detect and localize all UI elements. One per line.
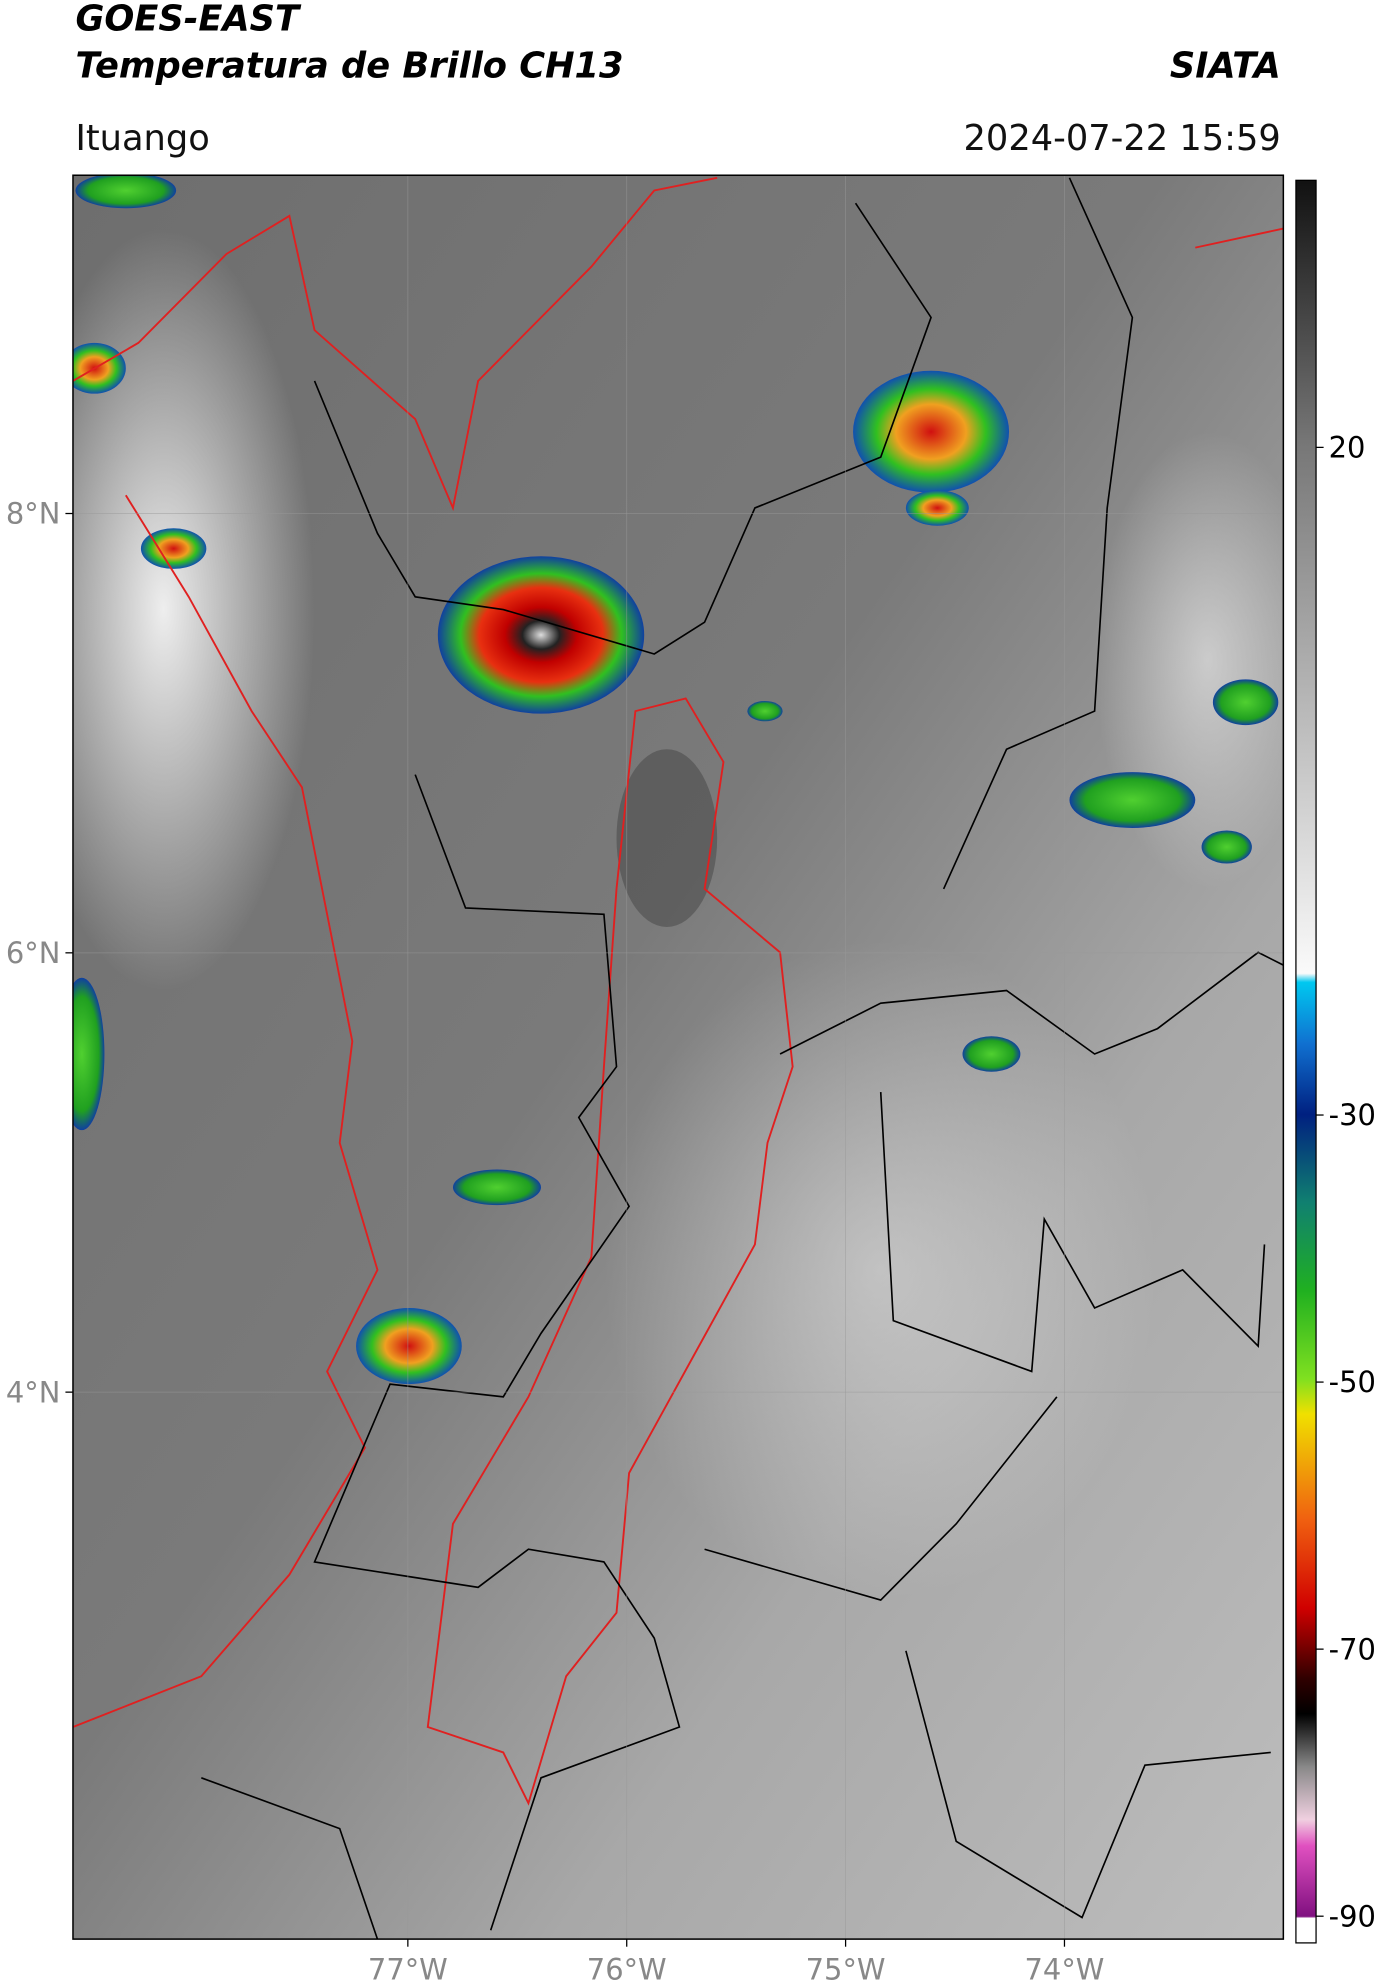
title-line: Temperatura de Brillo CH13 (75, 45, 623, 86)
y-tick-label: 8°N (6, 497, 61, 531)
y-tick-label: 6°N (6, 936, 61, 970)
y-tick-label: 4°N (6, 1375, 61, 1409)
colorbar-label: 20 (1329, 430, 1366, 464)
colorbar (1295, 179, 1317, 1944)
timestamp: 2024-07-22 15:59 (964, 118, 1281, 159)
title-line: GOES-EAST (75, 0, 301, 40)
colorbar-label: -30 (1329, 1098, 1376, 1132)
x-tick-label: 74°W (1025, 1953, 1105, 1981)
x-tick-label: 75°W (806, 1953, 886, 1981)
location: Ituango (75, 118, 209, 159)
map-image (72, 175, 1284, 1940)
x-tick-label: 77°W (368, 1953, 448, 1981)
map-frame (72, 174, 1285, 1940)
colorbar-label: -90 (1329, 1899, 1376, 1933)
grid (72, 175, 1284, 1940)
x-tick-label: 76°W (587, 1953, 667, 1981)
colorbar-label: -50 (1329, 1365, 1376, 1399)
credit: SIATA (1170, 45, 1281, 86)
colorbar-label: -70 (1329, 1632, 1376, 1666)
